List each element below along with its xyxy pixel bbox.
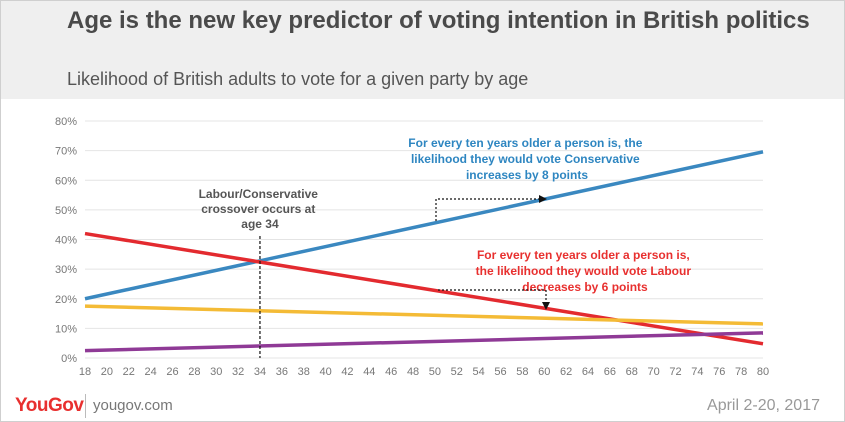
x-tick-label: 42 (341, 366, 353, 378)
header-band: Age is the new key predictor of voting i… (1, 1, 844, 99)
y-tick-label: 60% (55, 175, 77, 187)
y-tick-label: 30% (55, 264, 77, 276)
grid-lines (85, 120, 763, 359)
x-tick-label: 52 (451, 366, 463, 378)
x-tick-label: 78 (735, 366, 747, 378)
x-tick-label: 62 (560, 366, 572, 378)
conservative-arrow-head (539, 195, 547, 203)
x-tick-label: 18 (79, 366, 91, 378)
x-tick-label: 32 (232, 366, 244, 378)
x-tick-label: 72 (669, 366, 681, 378)
crossover-note-line-3: age 34 (241, 217, 279, 231)
y-tick-label: 40% (55, 235, 77, 247)
y-tick-label: 70% (55, 146, 77, 158)
x-tick-label: 34 (254, 366, 266, 378)
x-axis-ticks: 18 20 22 24 26 28 30 32 34 36 38 40 42 44 46 48 50 52 54 56… (79, 366, 769, 378)
annotations: Labour/Conservative crossover occurs at … (199, 136, 695, 358)
x-tick-label: 48 (407, 366, 419, 378)
x-tick-label: 40 (319, 366, 331, 378)
conservative-note-line-2: likelihood they would vote Conservative (411, 152, 640, 166)
x-tick-label: 74 (691, 366, 703, 378)
y-tick-label: 0% (61, 353, 77, 365)
x-tick-label: 80 (757, 366, 769, 378)
footer-date: April 2-20, 2017 (707, 397, 820, 414)
x-tick-label: 58 (516, 366, 528, 378)
conservative-step-arrow (435, 198, 539, 221)
conservative-note: For every ten years older a person is, t… (408, 136, 645, 182)
chart-title: Age is the new key predictor of voting i… (67, 7, 810, 34)
y-tick-label: 10% (55, 323, 77, 335)
crossover-note-line-2: crossover occurs at (201, 202, 315, 216)
x-tick-label: 70 (648, 366, 660, 378)
x-tick-label: 20 (101, 366, 113, 378)
crossover-note: Labour/Conservative crossover occurs at … (199, 187, 322, 231)
x-tick-label: 36 (276, 366, 288, 378)
x-tick-label: 56 (494, 366, 506, 378)
y-tick-label: 80% (55, 116, 77, 128)
x-tick-label: 30 (210, 366, 222, 378)
x-tick-label: 76 (713, 366, 725, 378)
x-tick-label: 64 (582, 366, 594, 378)
series-line-yellow-party (84, 304, 764, 326)
x-tick-label: 68 (626, 366, 638, 378)
x-tick-label: 28 (188, 366, 200, 378)
footer-divider (85, 394, 86, 418)
x-tick-label: 66 (604, 366, 616, 378)
x-tick-label: 54 (473, 366, 485, 378)
x-tick-label: 22 (123, 366, 135, 378)
x-tick-label: 38 (298, 366, 310, 378)
labour-note: For every ten years older a person is, t… (476, 248, 695, 294)
series-lines (84, 150, 764, 353)
footer-site-link[interactable]: yougov.com (93, 397, 173, 414)
conservative-note-line-1: For every ten years older a person is, t… (408, 136, 642, 150)
series-line-labour (84, 231, 764, 346)
conservative-note-line-3: increases by 8 points (466, 168, 588, 182)
y-tick-label: 20% (55, 294, 77, 306)
y-axis-ticks: 0% 10% 20% 30% 40% 50% 60% 70% 80% (55, 116, 77, 365)
x-tick-label: 46 (385, 366, 397, 378)
series-line-conservative (84, 150, 764, 301)
labour-note-line-3: decreases by 6 points (522, 280, 648, 294)
series-line-purple-party (84, 331, 764, 353)
chart-subtitle: Likelihood of British adults to vote for… (67, 69, 529, 89)
x-tick-label: 24 (144, 366, 156, 378)
labour-note-line-1: For every ten years older a person is, (477, 248, 690, 262)
x-tick-label: 50 (429, 366, 441, 378)
labour-step-arrow (438, 289, 547, 302)
x-tick-label: 44 (363, 366, 375, 378)
y-tick-label: 50% (55, 205, 77, 217)
labour-arrow-head (542, 302, 550, 310)
x-tick-label: 60 (538, 366, 550, 378)
yougov-logo: YouGov (15, 395, 84, 416)
crossover-note-line-1: Labour/Conservative (199, 187, 319, 201)
line-chart: 0% 10% 20% 30% 40% 50% 60% 70% 80% 18 20 22 24 26 28 3… (55, 116, 769, 378)
labour-note-line-2: the likelihood they would vote Labour (476, 264, 692, 278)
x-tick-label: 26 (166, 366, 178, 378)
